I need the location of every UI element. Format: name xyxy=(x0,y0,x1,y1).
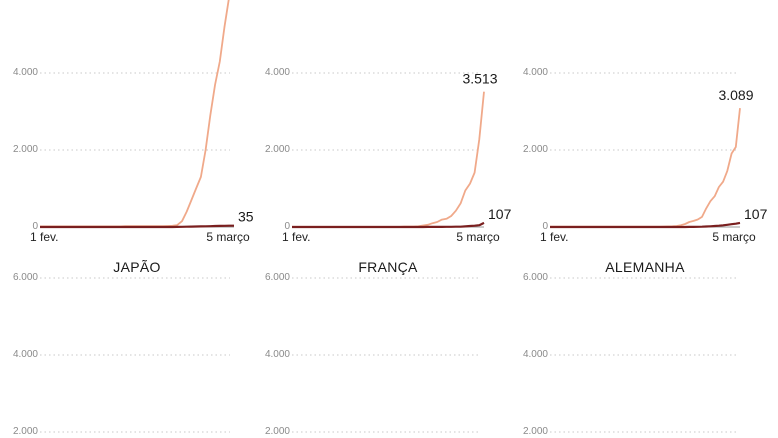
y-tick-label: 2.000 xyxy=(523,144,548,155)
y-tick-label: 0 xyxy=(284,221,290,232)
y-tick-label: 4.000 xyxy=(265,67,290,78)
series-end-label: 3.513 xyxy=(462,71,497,87)
cases-series-line xyxy=(550,108,741,228)
x-tick-label-end: 5 março xyxy=(456,230,500,244)
deaths-series-line xyxy=(40,224,234,229)
panel-title: JAPÃO xyxy=(113,259,160,275)
series-end-label: 3.089 xyxy=(718,87,753,103)
x-tick-label-start: 1 fev. xyxy=(30,230,58,244)
series-end-label: 107 xyxy=(744,206,768,222)
y-tick-label: 4.000 xyxy=(265,349,290,360)
panel-title: FRANÇA xyxy=(358,259,418,275)
series-end-label: 35 xyxy=(238,209,254,225)
cases-series-line xyxy=(40,0,230,228)
panel-title: ALEMANHA xyxy=(605,259,685,275)
y-tick-label: 2.000 xyxy=(523,426,548,437)
y-tick-label: 2.000 xyxy=(265,426,290,437)
y-tick-label: 6.000 xyxy=(13,272,38,283)
y-tick-label: 2.000 xyxy=(265,144,290,155)
deaths-series-line xyxy=(292,221,485,229)
y-tick-label: 0 xyxy=(542,221,548,232)
y-tick-label: 4.000 xyxy=(13,349,38,360)
y-tick-label: 2.000 xyxy=(13,426,38,437)
series-end-label: 107 xyxy=(488,206,512,222)
cases-series-line xyxy=(292,91,485,228)
y-tick-label: 4.000 xyxy=(523,67,548,78)
x-tick-label-end: 5 março xyxy=(206,230,250,244)
x-tick-label-start: 1 fev. xyxy=(540,230,568,244)
x-tick-label-start: 1 fev. xyxy=(282,230,310,244)
x-tick-label-end: 5 março xyxy=(712,230,756,244)
deaths-series-line xyxy=(550,221,741,229)
y-tick-label: 4.000 xyxy=(13,67,38,78)
y-tick-label: 6.000 xyxy=(523,272,548,283)
y-tick-label: 6.000 xyxy=(265,272,290,283)
y-tick-label: 0 xyxy=(32,221,38,232)
y-tick-label: 2.000 xyxy=(13,144,38,155)
y-tick-label: 4.000 xyxy=(523,349,548,360)
